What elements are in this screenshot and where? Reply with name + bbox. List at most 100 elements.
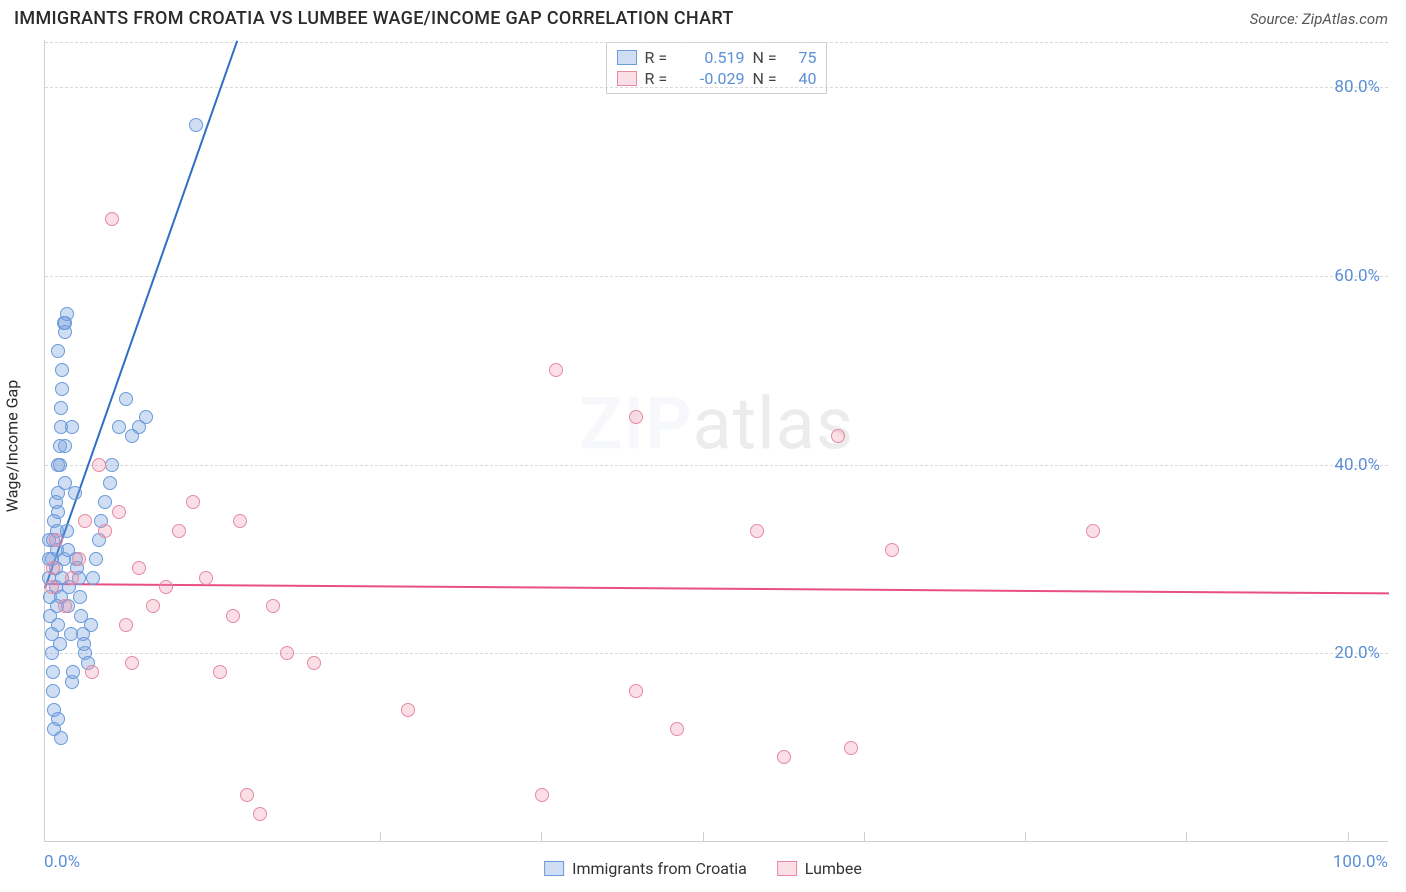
data-point — [132, 561, 146, 575]
data-point — [51, 618, 65, 632]
data-point — [831, 429, 845, 443]
data-point — [172, 524, 186, 538]
n-label: N = — [753, 69, 787, 88]
data-point — [213, 665, 227, 679]
data-point — [159, 580, 173, 594]
source-label: Source: ZipAtlas.com — [1250, 10, 1388, 28]
data-point — [46, 684, 60, 698]
data-point — [86, 571, 100, 585]
data-point — [240, 788, 254, 802]
r-value: 0.519 — [687, 48, 745, 67]
data-point — [199, 571, 213, 585]
data-point — [280, 646, 294, 660]
data-point — [233, 514, 247, 528]
gridline — [45, 276, 1388, 277]
data-point — [51, 344, 65, 358]
r-label: R = — [645, 69, 679, 88]
data-point — [53, 637, 67, 651]
gridline — [45, 653, 1388, 654]
data-point — [750, 524, 764, 538]
data-point — [629, 410, 643, 424]
data-point — [49, 533, 63, 547]
n-value: 40 — [799, 69, 817, 88]
data-point — [85, 665, 99, 679]
legend-item-lumbee: Lumbee — [777, 859, 862, 878]
data-point — [103, 476, 117, 490]
data-point — [125, 656, 139, 670]
data-point — [146, 599, 160, 613]
y-tick-label: 80.0% — [1334, 77, 1380, 97]
gridline — [45, 465, 1388, 466]
r-value: -0.029 — [687, 69, 745, 88]
x-minor-tick — [703, 832, 704, 842]
data-point — [78, 514, 92, 528]
data-point — [777, 750, 791, 764]
data-point — [1086, 524, 1100, 538]
x-tick-right: 100.0% — [1333, 852, 1388, 872]
r-label: R = — [645, 48, 679, 67]
data-point — [58, 439, 72, 453]
x-minor-tick — [541, 832, 542, 842]
data-point — [65, 571, 79, 585]
data-point — [55, 363, 69, 377]
data-point — [54, 401, 68, 415]
y-tick-label: 40.0% — [1334, 455, 1380, 475]
data-point — [186, 495, 200, 509]
data-point — [844, 741, 858, 755]
data-point — [105, 212, 119, 226]
gridline — [45, 42, 1388, 43]
y-tick-label: 20.0% — [1334, 643, 1380, 663]
data-point — [549, 363, 563, 377]
trend-line — [45, 583, 1389, 594]
swatch-icon — [617, 50, 637, 65]
data-point — [253, 807, 267, 821]
legend-label: Lumbee — [805, 859, 862, 878]
legend-label: Immigrants from Croatia — [572, 859, 747, 878]
data-point — [66, 665, 80, 679]
data-point — [65, 420, 79, 434]
data-point — [401, 703, 415, 717]
watermark: ZIPatlas — [579, 382, 854, 467]
data-point — [45, 580, 59, 594]
data-point — [629, 684, 643, 698]
data-point — [51, 458, 65, 472]
data-point — [885, 543, 899, 557]
data-point — [119, 392, 133, 406]
gridline — [45, 87, 1388, 88]
data-point — [55, 382, 69, 396]
swatch-icon — [617, 71, 637, 86]
n-value: 75 — [799, 48, 817, 67]
data-point — [189, 118, 203, 132]
x-tick-left: 0.0% — [44, 852, 80, 872]
x-minor-tick — [864, 832, 865, 842]
data-point — [58, 599, 72, 613]
data-point — [92, 458, 106, 472]
data-point — [119, 618, 133, 632]
x-minor-tick — [380, 832, 381, 842]
data-point — [49, 495, 63, 509]
x-minor-tick — [1348, 832, 1349, 842]
chart-title: IMMIGRANTS FROM CROATIA VS LUMBEE WAGE/I… — [14, 8, 734, 29]
data-point — [72, 552, 86, 566]
data-point — [47, 514, 61, 528]
data-point — [60, 307, 74, 321]
data-point — [112, 420, 126, 434]
data-point — [139, 410, 153, 424]
data-point — [226, 609, 240, 623]
data-point — [105, 458, 119, 472]
data-point — [98, 495, 112, 509]
x-minor-tick — [1186, 832, 1187, 842]
data-point — [98, 524, 112, 538]
swatch-icon — [777, 861, 797, 876]
legend-item-croatia: Immigrants from Croatia — [544, 859, 747, 878]
legend-row-lumbee: R = -0.029 N = 40 — [617, 68, 817, 89]
data-point — [535, 788, 549, 802]
data-point — [307, 656, 321, 670]
y-axis-label: Wage/Income Gap — [3, 380, 22, 512]
legend-row-croatia: R = 0.519 N = 75 — [617, 47, 817, 68]
data-point — [46, 561, 60, 575]
data-point — [266, 599, 280, 613]
chart-plot-area: ZIPatlas R = 0.519 N = 75 R = -0.029 N =… — [44, 40, 1388, 842]
series-legend: Immigrants from Croatia Lumbee — [544, 859, 862, 878]
data-point — [46, 665, 60, 679]
